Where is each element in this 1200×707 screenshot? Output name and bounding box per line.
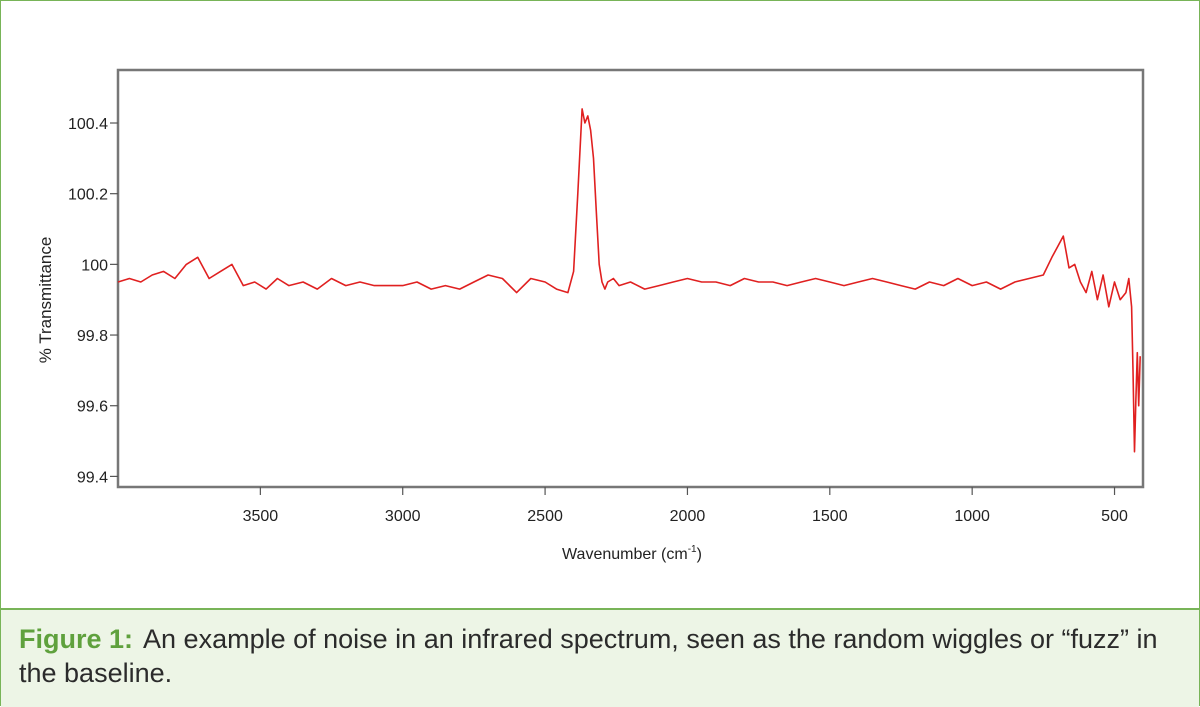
x-tick-label: 1500 — [812, 508, 848, 525]
y-tick-label: 100.4 — [68, 116, 108, 133]
x-axis: 3500 3000 2500 2000 1500 1000 500 — [243, 487, 1128, 525]
x-tick-label: 1000 — [954, 508, 990, 525]
x-tick-label: 500 — [1101, 508, 1128, 525]
x-axis-label-close: ) — [697, 546, 702, 563]
y-tick-label: 99.6 — [77, 399, 108, 416]
x-axis-label-superscript: -1 — [688, 544, 697, 555]
x-tick-label: 3000 — [385, 508, 421, 525]
figure-caption: Figure 1: An example of noise in an infr… — [19, 622, 1189, 690]
ir-spectrum-chart: 99.4 99.6 99.8 100 100.2 100.4 3500 3000 2500 20… — [36, 68, 1145, 563]
y-tick-label: 99.8 — [77, 328, 108, 345]
caption-text: An example of noise in an infrared spect… — [19, 624, 1158, 688]
caption-label: Figure 1: — [19, 624, 134, 654]
y-tick-label: 100.2 — [68, 187, 108, 204]
x-tick-label: 2500 — [527, 508, 563, 525]
x-axis-label-text: Wavenumber (cm — [562, 546, 688, 563]
caption-box: Figure 1: An example of noise in an infr… — [1, 608, 1199, 707]
y-axis-label: % Transmittance — [36, 237, 55, 364]
y-tick-label: 100 — [81, 257, 108, 274]
x-tick-label: 2000 — [670, 508, 706, 525]
x-axis-label: Wavenumber (cm-1) — [562, 544, 702, 563]
x-tick-label: 3500 — [243, 508, 279, 525]
chart-area: 99.4 99.6 99.8 100 100.2 100.4 3500 3000 2500 20… — [1, 1, 1199, 608]
spectrum-line — [117, 108, 1141, 453]
plot-frame — [116, 68, 1145, 489]
y-axis: 99.4 99.6 99.8 100 100.2 100.4 — [68, 116, 118, 486]
y-tick-label: 99.4 — [77, 469, 108, 486]
